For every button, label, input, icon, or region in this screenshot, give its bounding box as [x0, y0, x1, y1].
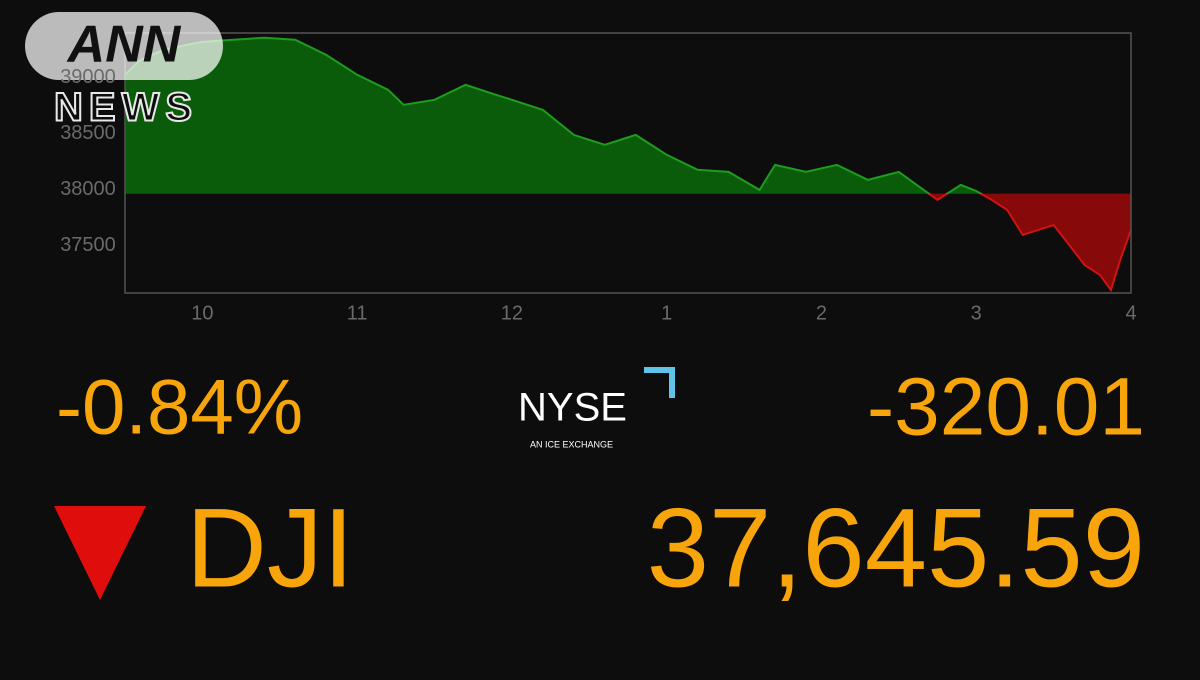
change-percent: -0.84% [56, 363, 303, 451]
y-tick-label: 37500 [60, 234, 116, 256]
exchange-bracket [644, 367, 675, 398]
down-arrow [54, 506, 146, 600]
x-tick-label: 11 [347, 302, 368, 324]
plot-frame [124, 32, 1132, 294]
exchange-name: NYSE [518, 386, 627, 430]
x-tick-label: 10 [191, 302, 213, 324]
x-tick-label: 3 [971, 302, 982, 324]
x-tick-label: 12 [501, 302, 523, 324]
x-tick-label: 1 [661, 302, 672, 324]
last-price: 37,645.59 [647, 486, 1145, 611]
logo-badge [25, 12, 223, 80]
y-tick-label: 39000 [60, 66, 116, 88]
symbol: DJI [186, 486, 354, 611]
x-tick-label: 4 [1125, 302, 1136, 324]
logo-sub: NEWS [54, 86, 198, 130]
y-tick-label: 38000 [60, 178, 116, 200]
logo-name: ANN [66, 16, 182, 74]
exchange-tagline: AN ICE EXCHANGE [530, 439, 613, 449]
x-tick-label: 2 [816, 302, 827, 324]
area-fill [125, 37, 1131, 290]
price-line [124, 36, 1132, 293]
y-tick-label: 38500 [60, 122, 116, 144]
change-points: -320.01 [867, 362, 1145, 453]
plot [124, 36, 1132, 293]
